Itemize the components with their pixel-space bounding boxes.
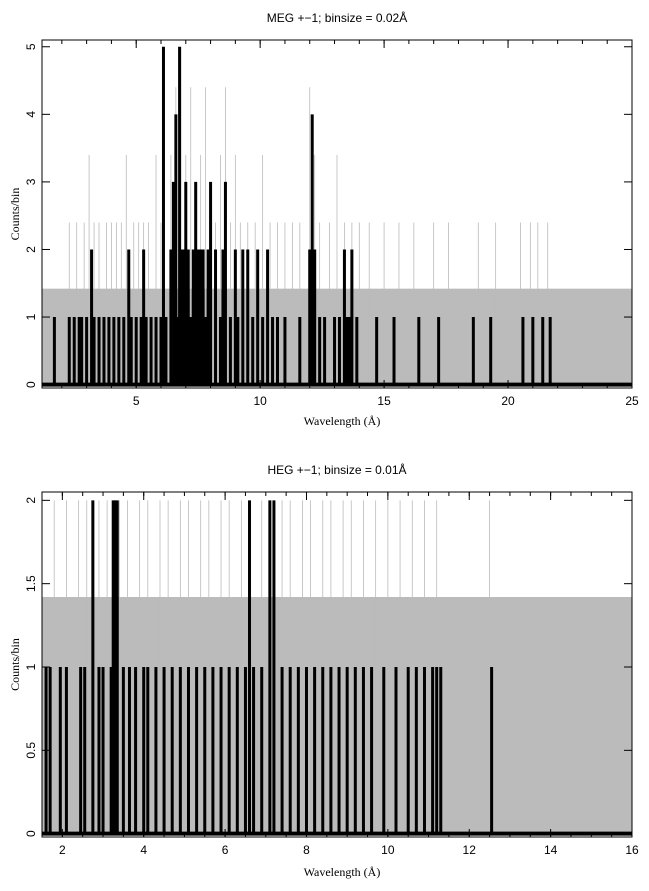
chart-title: HEG +−1; binsize = 0.01Å [267, 462, 406, 477]
plot-frame [41, 39, 633, 389]
x-tick-label: 2 [59, 843, 66, 857]
panel-2: 2 4 6 8 10 12 14 16 0 0.5 1 1.5 2 HEG +−1; binsize = … [8, 462, 639, 879]
y-tick-label: 4 [24, 111, 38, 118]
x-tick-label: 20 [501, 394, 515, 408]
x-axis-label: Wavelength (Å) [304, 414, 381, 428]
x-tick-label: 16 [625, 843, 639, 857]
y-tick-label: 0 [24, 830, 38, 837]
x-tick-label: 5 [133, 394, 140, 408]
y-tick-label: 5 [24, 43, 38, 50]
x-tick-label: 15 [377, 394, 391, 408]
y-tick-label: 2 [24, 497, 38, 504]
panel-1: 5 10 15 20 25 0 1 2 3 4 5 MEG +−1; binsize = 0.02Å W… [8, 10, 639, 428]
y-axis-label: Counts/bin [8, 638, 22, 691]
x-axis-label: Wavelength (Å) [304, 865, 381, 879]
counts-series [52, 46, 552, 385]
x-tick-label: 10 [381, 843, 395, 857]
y-tick-label: 1 [24, 313, 38, 320]
x-tick-label: 14 [544, 843, 558, 857]
plot-frame [41, 491, 633, 838]
y-tick-label: 3 [24, 178, 38, 185]
x-tick-label: 6 [222, 843, 229, 857]
chart-title: MEG +−1; binsize = 0.02Å [267, 10, 407, 25]
y-tick-label: 2 [24, 246, 38, 253]
x-tick-label: 12 [463, 843, 477, 857]
y-axis-label: Counts/bin [8, 188, 22, 241]
x-tick-label: 4 [140, 843, 147, 857]
x-tick-label: 10 [253, 394, 267, 408]
y-tick-label: 0.5 [24, 742, 38, 759]
y-tick-label: 0 [24, 381, 38, 388]
y-tick-label: 1.5 [24, 575, 38, 592]
y-tick-label: 1 [24, 663, 38, 670]
counts-series [44, 500, 494, 834]
background-band [42, 597, 632, 834]
x-tick-label: 25 [625, 394, 639, 408]
x-tick-label: 8 [303, 843, 310, 857]
